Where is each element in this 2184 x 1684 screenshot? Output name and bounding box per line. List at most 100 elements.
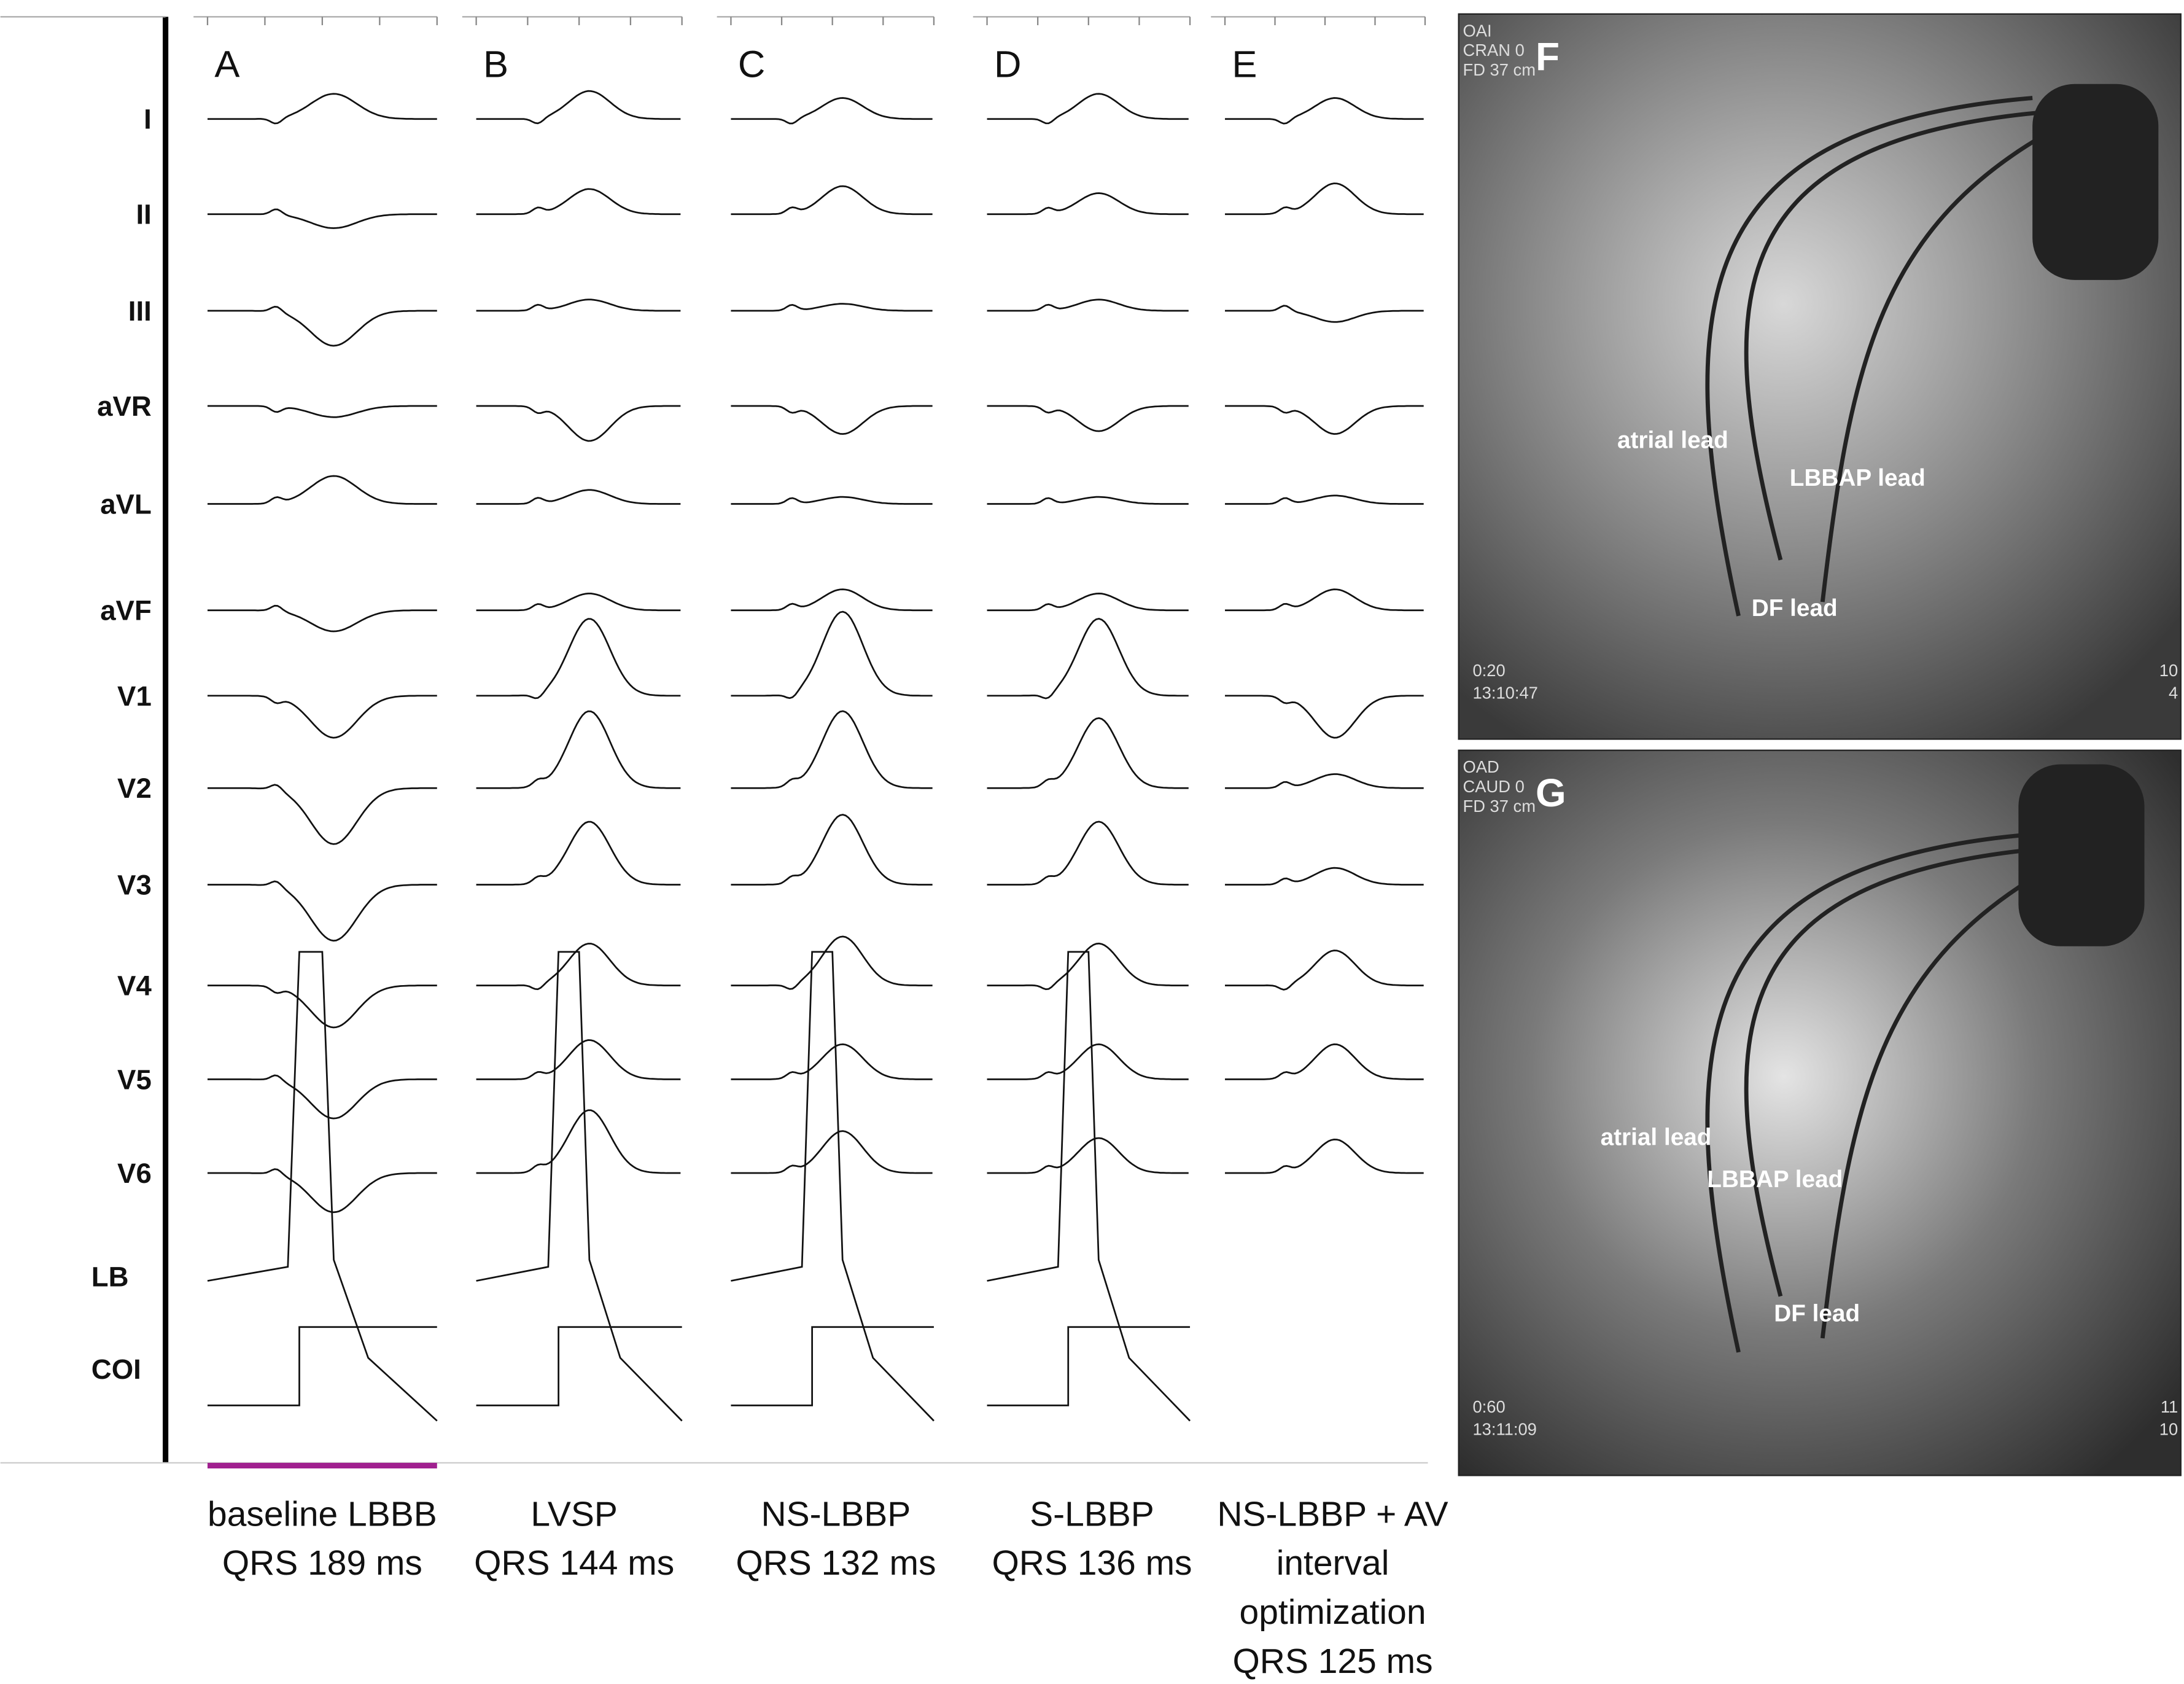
overlay-text: CRAN 0 (1463, 41, 1525, 60)
ecg-trace (207, 880, 437, 942)
ecg-trace (987, 821, 1189, 886)
lead-label: V6 (117, 1158, 152, 1189)
panel-letter: D (994, 43, 1021, 85)
lead-label: V1 (117, 680, 152, 712)
overlay-text: FD 37 cm (1463, 797, 1536, 816)
lead-annotation: LBBAP lead (1790, 465, 1926, 491)
image-letter: G (1536, 771, 1566, 815)
ecg-trace (987, 298, 1189, 312)
ecg-trace (987, 942, 1189, 991)
coi-trace (207, 1326, 437, 1406)
ecg-trace (987, 496, 1189, 505)
ecg-trace (731, 814, 933, 886)
ecg-trace (207, 984, 437, 1029)
ecg-trace (731, 185, 933, 216)
ecg-trace (731, 1130, 933, 1174)
lead-annotation: LBBAP lead (1707, 1166, 1843, 1193)
ecg-trace (1225, 97, 1424, 125)
lead-label: V4 (117, 970, 152, 1002)
lb-trace (987, 951, 1191, 1422)
overlay-text: OAD (1463, 757, 1499, 776)
lb-trace (476, 951, 683, 1422)
lb-trace (731, 951, 935, 1422)
ecg-trace (1225, 305, 1424, 323)
ecg-trace (476, 188, 681, 216)
lead-label: LB (91, 1261, 129, 1293)
edge-text: 11 (2161, 1397, 2178, 1416)
ecg-trace (731, 710, 933, 789)
ecg-trace (1225, 867, 1424, 886)
lead-annotation: atrial lead (1601, 1124, 1712, 1150)
ecg-trace (987, 618, 1189, 700)
lead-annotation: atrial lead (1617, 427, 1728, 453)
lead-label: V3 (117, 869, 152, 900)
ecg-trace (987, 93, 1189, 125)
ecg-trace (207, 208, 437, 229)
edge-text: 4 (2169, 683, 2178, 702)
lead-annotation: DF lead (1774, 1301, 1860, 1327)
ecg-trace (731, 97, 933, 125)
overlay-text: OAI (1463, 21, 1492, 40)
caption: QRS 189 ms (222, 1543, 422, 1583)
overlay-text: FD 37 cm (1463, 60, 1536, 79)
ecg-trace (731, 303, 933, 312)
panel-letter: C (738, 43, 765, 85)
lead-label: I (144, 104, 152, 135)
ecg-trace (207, 93, 437, 125)
caption: QRS 136 ms (992, 1543, 1192, 1583)
ecg-trace (476, 943, 681, 991)
ecg-trace (207, 1168, 437, 1214)
lead-label: III (128, 295, 152, 327)
caption: NS-LBBP + AV (1217, 1494, 1448, 1534)
lead-label: aVR (97, 391, 152, 422)
ecg-trace (476, 710, 681, 789)
lead-wire (1705, 96, 2062, 617)
panel-letter: B (483, 43, 508, 85)
device (2032, 84, 2159, 280)
caption: NS-LBBP (761, 1494, 911, 1534)
lb-trace (207, 951, 438, 1422)
ecg-trace (1225, 949, 1424, 991)
ecg-trace (731, 1043, 933, 1080)
ecg-trace (731, 496, 933, 505)
ecg-trace (1225, 695, 1424, 739)
lead-label: II (136, 199, 151, 230)
panel-letter: A (214, 43, 239, 85)
ecg-trace (1225, 405, 1424, 435)
ecg-trace (1225, 773, 1424, 789)
ecg-trace (476, 593, 681, 612)
ecg-trace (476, 298, 681, 312)
ecg-trace (476, 1039, 681, 1080)
caption: interval (1277, 1543, 1389, 1583)
caption: QRS 132 ms (736, 1543, 936, 1583)
ecg-trace (731, 405, 933, 435)
ecg-trace (207, 405, 437, 418)
ecg-trace (1225, 1138, 1424, 1174)
lead-label: aVL (100, 489, 152, 520)
caption: S-LBBP (1030, 1494, 1154, 1534)
ecg-trace (476, 405, 681, 442)
caption: QRS 125 ms (1232, 1642, 1432, 1681)
caption: LVSP (530, 1494, 617, 1534)
ecg-trace (207, 475, 437, 505)
image-letter: F (1536, 34, 1560, 79)
ecg-trace (987, 593, 1189, 612)
ecg-trace (476, 1109, 681, 1174)
device (2018, 764, 2145, 946)
ecg-trace (987, 1137, 1189, 1174)
ecg-trace (987, 405, 1189, 432)
lead-wire (1705, 832, 2062, 1353)
ecg-trace (207, 695, 437, 739)
ecg-trace (476, 618, 681, 700)
lead-label: aVF (100, 595, 152, 626)
ecg-trace (476, 821, 681, 886)
lead-annotation: DF lead (1752, 595, 1838, 622)
ecg-trace (207, 604, 437, 633)
footer-text: 0:20 (1472, 661, 1505, 680)
footer-text: 13:10:47 (1472, 683, 1537, 702)
ecg-trace (731, 935, 933, 990)
ecg-trace (476, 489, 681, 505)
coi-trace (476, 1326, 682, 1406)
coi-trace (731, 1326, 934, 1406)
